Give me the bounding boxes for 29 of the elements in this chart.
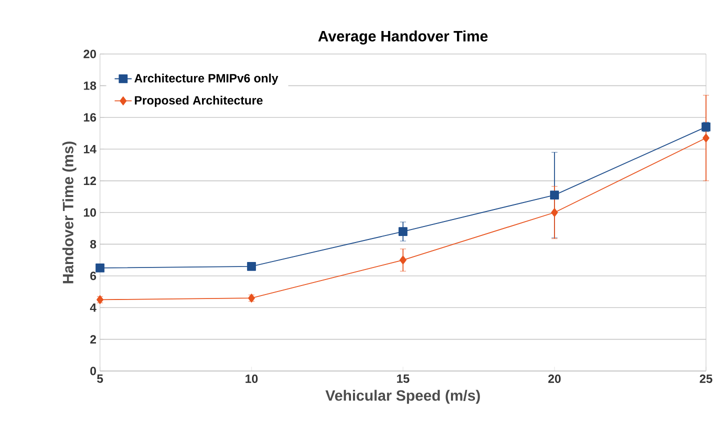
x-tick-label: 25 [700,374,712,383]
y-tick-label: 6 [90,272,96,280]
y-tick-label: 12 [84,176,96,185]
y-tick-label: 4 [90,303,96,312]
y-tick-label: 14 [84,144,96,154]
y-tick-label: 2 [90,335,96,344]
point [96,295,104,304]
legend-label: Proposed Architecture [134,96,263,107]
point [400,256,406,264]
point [96,264,104,272]
point [247,262,256,271]
x-tick-label: 15 [397,374,410,383]
x-tick-label: 10 [246,374,258,383]
point [398,227,408,236]
point [550,190,559,200]
y-tick-label: 8 [90,240,96,248]
chart-title: Average Handover Time [318,30,488,45]
legend-label: Architecture PMIPv6 only [134,74,278,85]
point [702,134,710,142]
y-axis-title: Handover Time (ms) [62,142,76,284]
y-tick-label: 0 [90,366,96,376]
x-axis-title: Vehicular Speed (m/s) [325,390,480,404]
point [551,208,558,217]
y-tick-label: 10 [84,208,96,217]
y-tick-label: 18 [84,81,96,90]
y-tick-label: 20 [84,50,96,58]
x-tick-label: 5 [97,374,103,383]
x-tick-label: 20 [548,374,561,383]
y-tick-label: 16 [84,113,96,122]
